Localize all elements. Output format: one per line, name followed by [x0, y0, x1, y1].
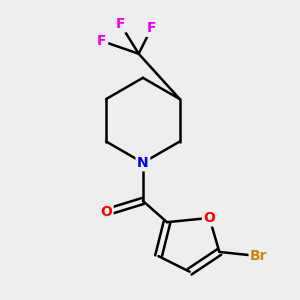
Text: F: F [97, 34, 106, 48]
Text: F: F [147, 21, 156, 35]
Text: N: N [137, 156, 149, 170]
Text: O: O [203, 211, 215, 225]
Text: F: F [116, 17, 125, 31]
Text: O: O [100, 205, 112, 219]
Text: Br: Br [250, 249, 268, 263]
